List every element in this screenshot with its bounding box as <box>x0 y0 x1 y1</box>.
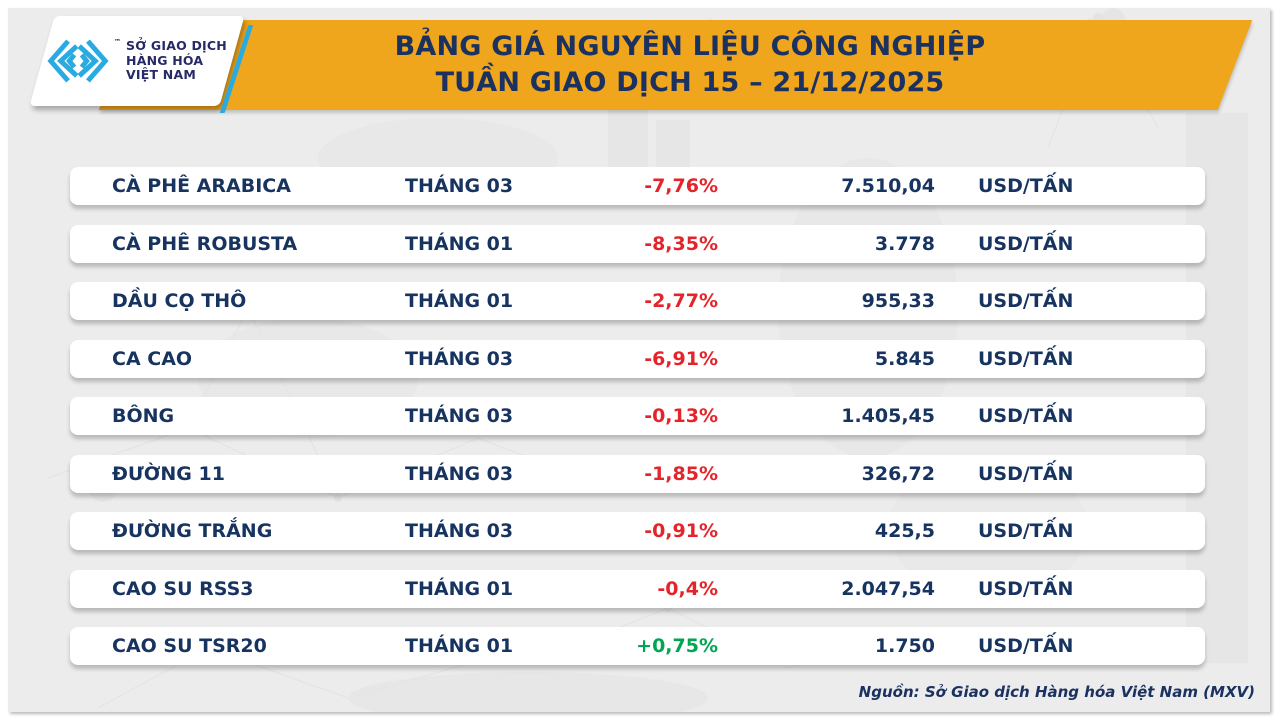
change-percent: -0,4% <box>657 577 718 600</box>
commodity-name: CAO SU TSR20 <box>112 635 267 657</box>
table-row: CAO SU TSR20 THÁNG 01 +0,75% 1.750 USD/T… <box>70 627 1205 665</box>
price-value: 326,72 <box>861 462 935 485</box>
table-row: BÔNG THÁNG 03 -0,13% 1.405,45 USD/TẤN <box>70 397 1205 435</box>
change-percent: -2,77% <box>644 290 718 312</box>
logo-text-line-1: SỞ GIAO DỊCH <box>126 38 227 54</box>
commodity-name: DẦU CỌ THÔ <box>112 290 247 312</box>
contract-month: THÁNG 01 <box>405 577 514 600</box>
price-value: 2.047,54 <box>841 577 935 600</box>
commodity-name: CA CAO <box>112 347 193 370</box>
page-title: BẢNG GIÁ NGUYÊN LIỆU CÔNG NGHIỆP TUẦN GI… <box>280 27 1100 103</box>
contract-month: THÁNG 01 <box>405 290 514 312</box>
change-percent: -7,76% <box>644 175 718 197</box>
logo-text-line-3: VIỆT NAM <box>126 67 196 83</box>
commodity-name: CÀ PHÊ ROBUSTA <box>112 232 298 255</box>
logo-text-line-2: HÀNG HÓA <box>126 52 204 68</box>
price-unit: USD/TẤN <box>978 290 1074 312</box>
table-row: CA CAO THÁNG 03 -6,91% 5.845 USD/TẤN <box>70 339 1205 378</box>
price-unit: USD/TẤN <box>978 520 1074 542</box>
change-percent: -0,13% <box>644 405 718 427</box>
table-row: ĐƯỜNG 11 THÁNG 03 -1,85% 326,72 USD/TẤN <box>70 454 1205 493</box>
title-line-2: TUẦN GIAO DỊCH 15 – 21/12/2025 <box>435 67 945 98</box>
contract-month: THÁNG 03 <box>405 462 514 485</box>
contract-month: THÁNG 03 <box>405 520 514 542</box>
table-row: DẦU CỌ THÔ THÁNG 01 -2,77% 955,33 USD/TẤ… <box>70 282 1205 320</box>
price-value: 1.405,45 <box>841 405 935 427</box>
change-percent: -1,85% <box>644 462 718 485</box>
contract-month: THÁNG 03 <box>405 405 514 427</box>
change-percent: +0,75% <box>636 635 718 657</box>
price-unit: USD/TẤN <box>978 462 1074 485</box>
change-percent: -6,91% <box>644 347 718 370</box>
trademark-symbol: ™ <box>114 38 122 46</box>
change-percent: -0,91% <box>644 520 718 542</box>
price-unit: USD/TẤN <box>978 635 1074 657</box>
commodity-name: BÔNG <box>112 405 175 427</box>
price-unit: USD/TẤN <box>978 577 1074 600</box>
change-percent: -8,35% <box>644 232 718 255</box>
commodity-name: CAO SU RSS3 <box>112 577 254 600</box>
price-value: 7.510,04 <box>841 175 935 197</box>
price-value: 1.750 <box>874 635 935 657</box>
contract-month: THÁNG 01 <box>405 232 514 255</box>
table-row: CÀ PHÊ ARABICA THÁNG 03 -7,76% 7.510,04 … <box>70 167 1205 205</box>
price-value: 3.778 <box>874 232 935 255</box>
price-value: 955,33 <box>861 290 935 312</box>
mxv-logo-text: SỞ GIAO DỊCH HÀNG HÓA VIỆT NAM <box>126 38 227 83</box>
price-unit: USD/TẤN <box>978 347 1074 370</box>
price-unit: USD/TẤN <box>978 232 1074 255</box>
contract-month: THÁNG 01 <box>405 635 514 657</box>
price-value: 425,5 <box>874 520 935 542</box>
contract-month: THÁNG 03 <box>405 347 514 370</box>
commodity-name: ĐƯỜNG TRẮNG <box>112 520 273 542</box>
title-line-1: BẢNG GIÁ NGUYÊN LIỆU CÔNG NGHIỆP <box>394 31 986 62</box>
mxv-chevron-logo-icon <box>47 39 109 83</box>
table-row: ĐƯỜNG TRẮNG THÁNG 03 -0,91% 425,5 USD/TẤ… <box>70 512 1205 550</box>
mxv-logo: ™ SỞ GIAO DỊCH HÀNG HÓA VIỆT NAM <box>42 16 232 106</box>
table-row: CAO SU RSS3 THÁNG 01 -0,4% 2.047,54 USD/… <box>70 569 1205 608</box>
mxv-logo-plate: ™ SỞ GIAO DỊCH HÀNG HÓA VIỆT NAM <box>29 16 245 106</box>
contract-month: THÁNG 03 <box>405 175 514 197</box>
commodity-name: ĐƯỜNG 11 <box>112 462 225 485</box>
price-unit: USD/TẤN <box>978 175 1074 197</box>
price-value: 5.845 <box>874 347 935 370</box>
table-row: CÀ PHÊ ROBUSTA THÁNG 01 -8,35% 3.778 USD… <box>70 224 1205 263</box>
price-unit: USD/TẤN <box>978 405 1074 427</box>
source-credit: Nguồn: Sở Giao dịch Hàng hóa Việt Nam (M… <box>858 683 1255 701</box>
price-table: CÀ PHÊ ARABICA THÁNG 03 -7,76% 7.510,04 … <box>70 167 1205 685</box>
commodity-name: CÀ PHÊ ARABICA <box>112 175 291 197</box>
